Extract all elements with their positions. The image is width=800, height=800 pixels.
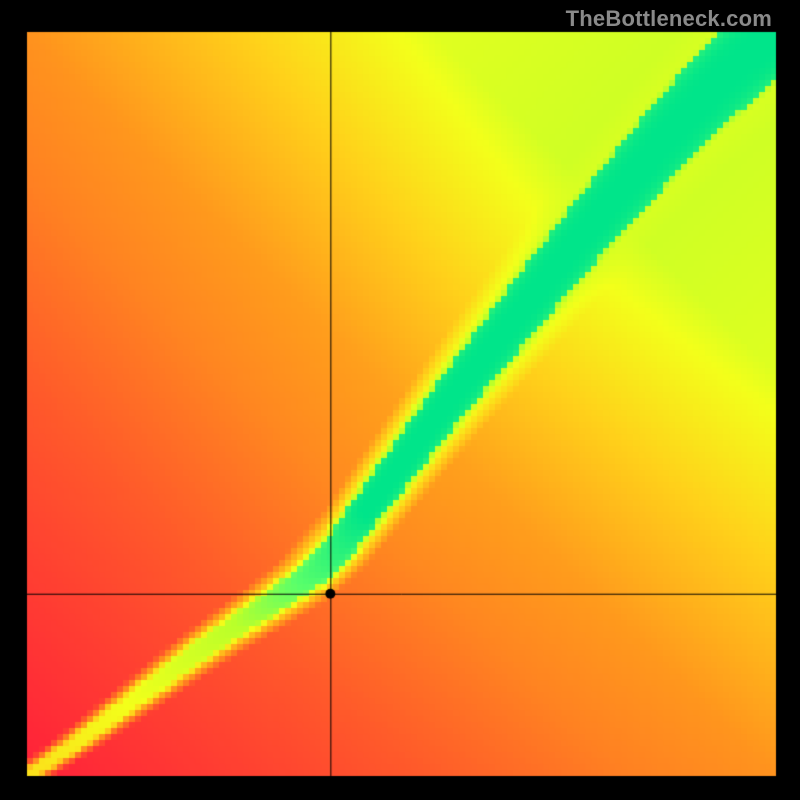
chart-stage: { "watermark": { "text": "TheBottleneck.… — [0, 0, 800, 800]
bottleneck-heatmap — [0, 0, 800, 800]
watermark-text: TheBottleneck.com — [566, 6, 772, 32]
